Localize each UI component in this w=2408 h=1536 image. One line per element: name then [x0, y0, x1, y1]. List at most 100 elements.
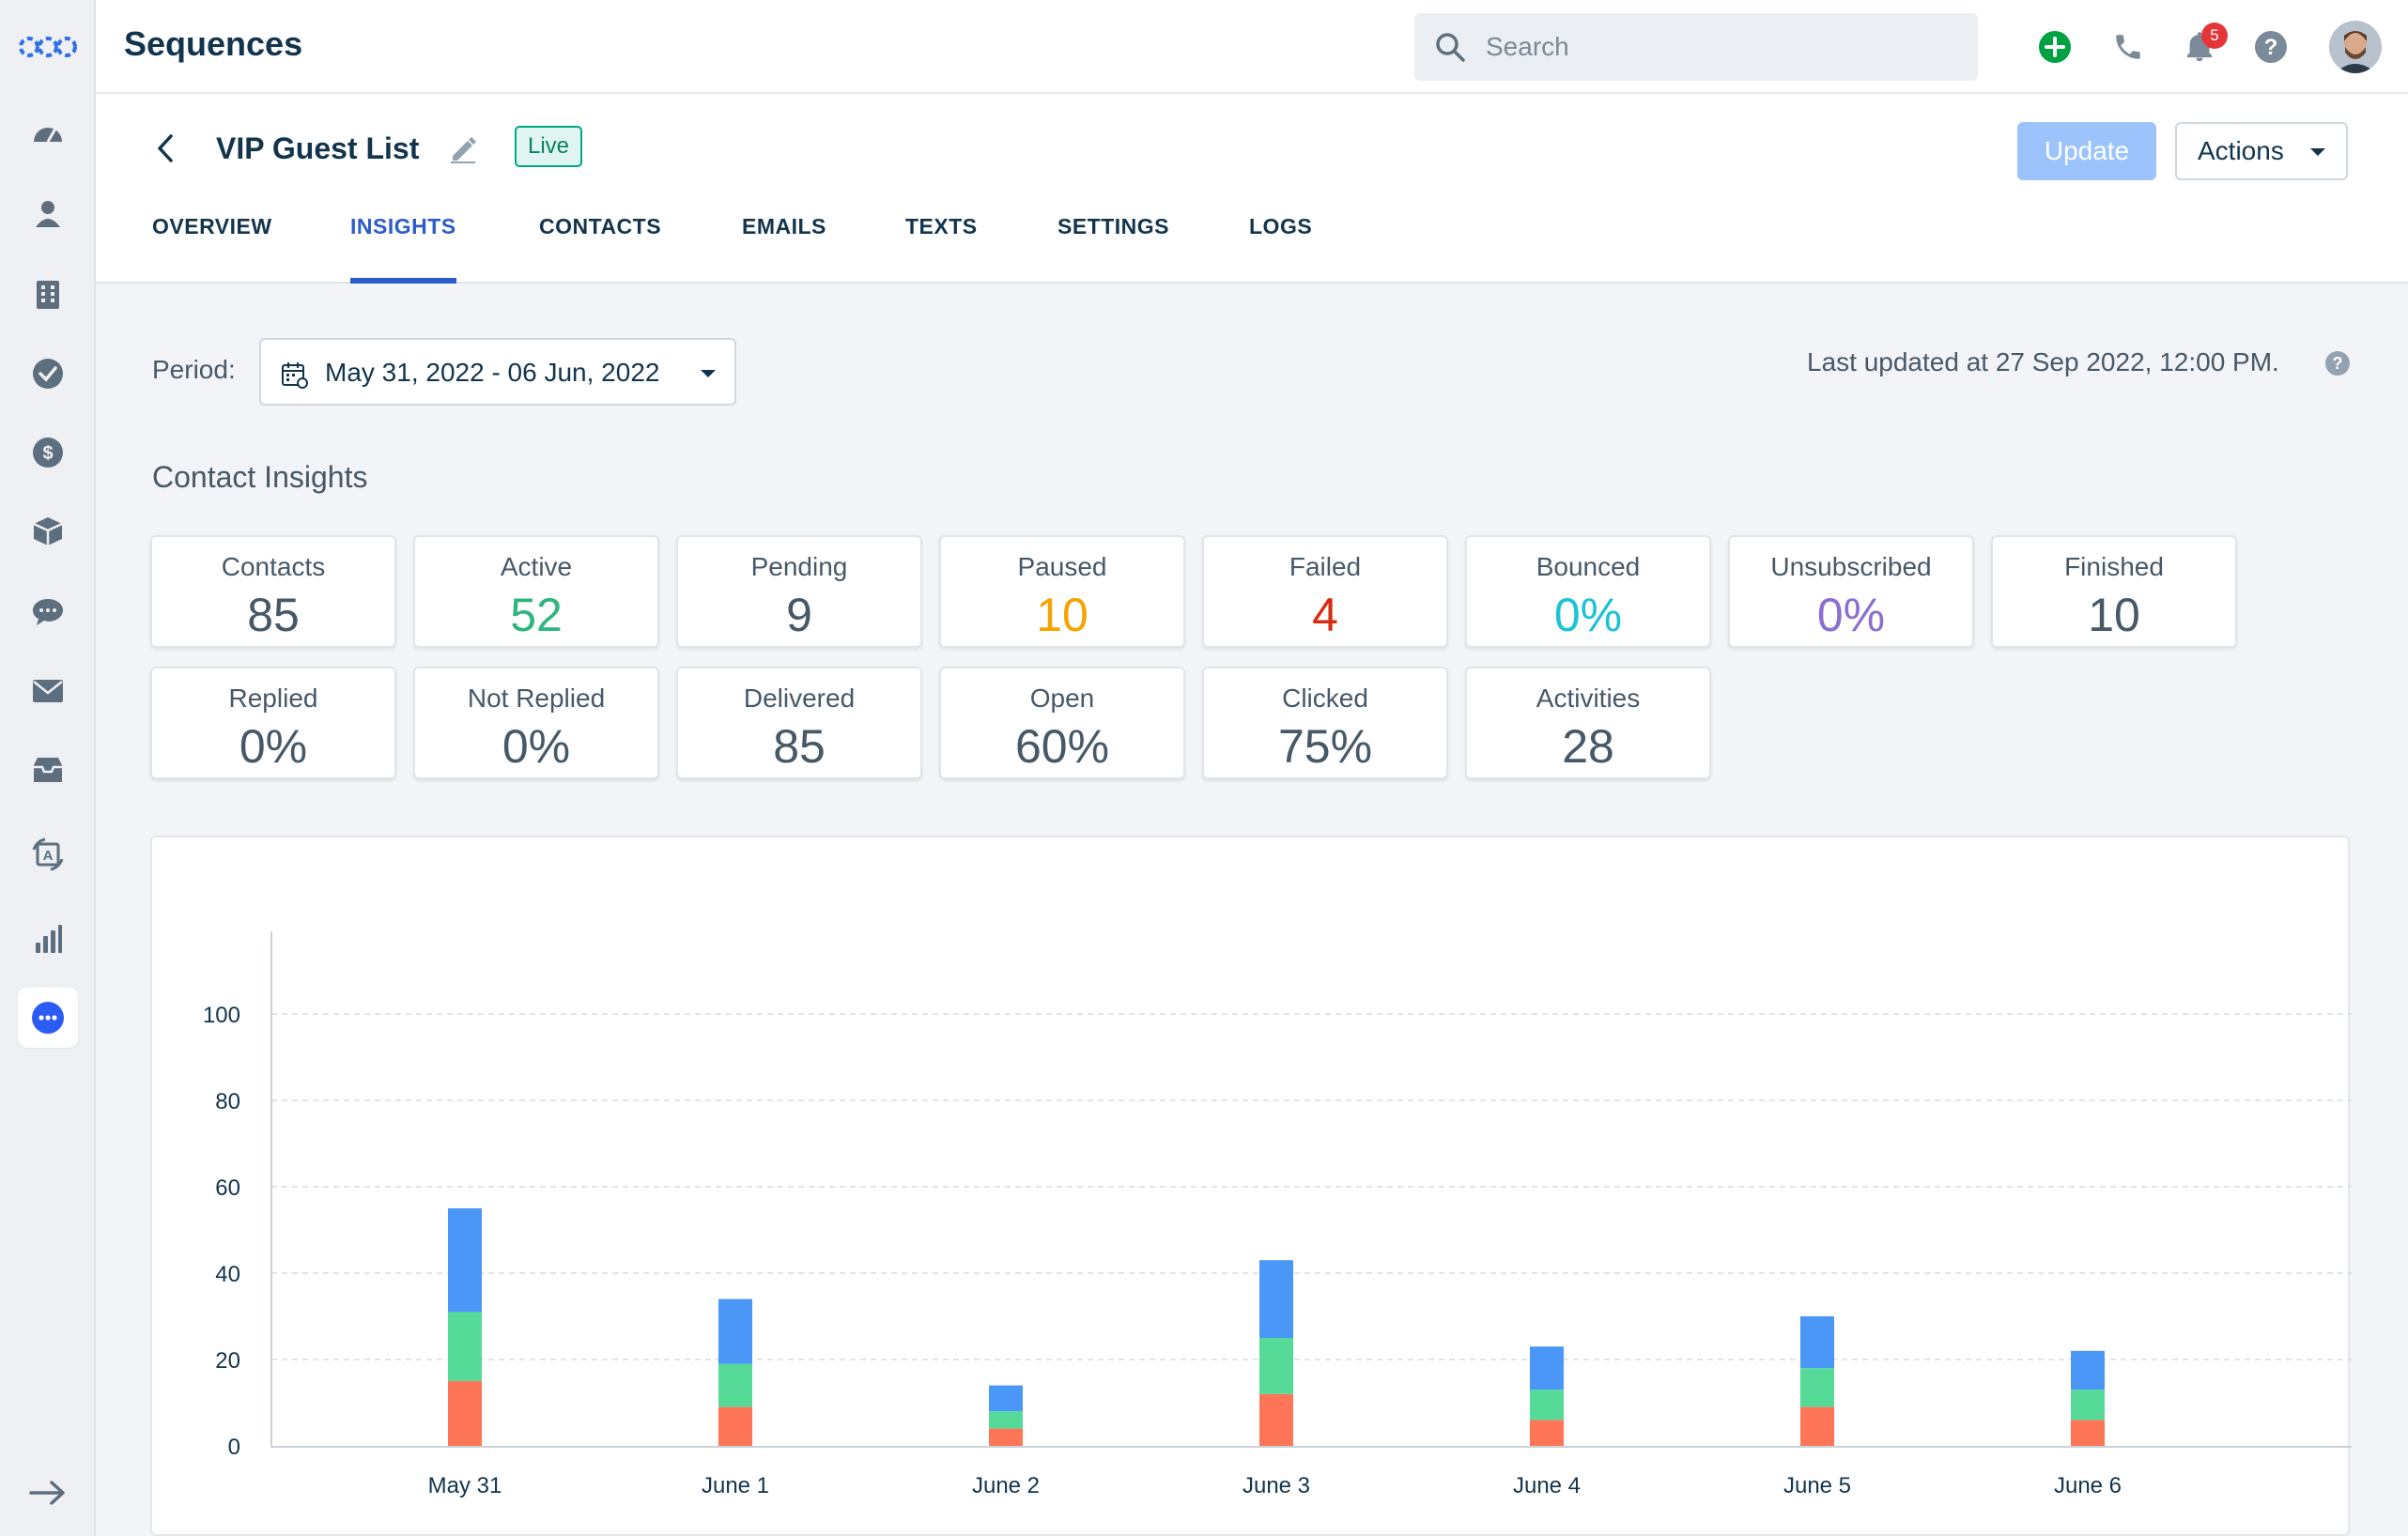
x-tick-label: June 1: [702, 1473, 769, 1498]
insight-card-label: Active: [500, 552, 573, 581]
help-icon[interactable]: ?: [2248, 24, 2293, 69]
insight-card-value: 85: [773, 720, 826, 773]
insight-card-value: 4: [1312, 589, 1338, 641]
search-input[interactable]: [1486, 13, 1955, 81]
svg-text:$: $: [42, 443, 53, 464]
chart-bar-segment: [1800, 1368, 1834, 1407]
insight-card-label: Paused: [1017, 552, 1107, 581]
more-icon[interactable]: [18, 988, 78, 1048]
insight-card-label: Pending: [750, 552, 848, 581]
insight-card[interactable]: Bounced 0%: [1465, 535, 1711, 648]
period-date-picker[interactable]: May 31, 2022 - 06 Jun, 2022: [259, 338, 736, 406]
insight-card-label: Failed: [1289, 552, 1362, 581]
insight-card[interactable]: Clicked 75%: [1202, 667, 1448, 779]
insight-card[interactable]: Replied 0%: [150, 667, 396, 779]
tab-overview[interactable]: OVERVIEW: [152, 214, 272, 238]
x-tick-label: June 2: [972, 1473, 1040, 1498]
calendar-icon: [280, 361, 308, 393]
x-tick-label: June 5: [1783, 1473, 1851, 1498]
y-tick-label: 20: [215, 1348, 240, 1374]
y-tick-label: 0: [228, 1435, 240, 1460]
insight-card-label: Activities: [1536, 684, 1641, 713]
chat-icon[interactable]: [25, 590, 70, 635]
insight-card[interactable]: Pending 9: [676, 535, 922, 648]
insight-card-value: 0%: [239, 720, 308, 773]
tasks-icon[interactable]: [25, 351, 70, 396]
x-tick-label: May 31: [428, 1473, 502, 1498]
chart-bar-segment: [1259, 1338, 1293, 1394]
bell-icon[interactable]: 5: [2177, 23, 2228, 69]
chart-bar-segment: [989, 1428, 1023, 1446]
insights-chart: 0 20 40 60 80 100 May 31 June 1 June 2 June 3 June…: [150, 836, 2352, 1536]
chart-bar-segment: [1800, 1316, 1834, 1369]
tab-emails[interactable]: EMAILS: [742, 214, 826, 238]
reports-icon[interactable]: [25, 916, 70, 961]
insight-card[interactable]: Failed 4: [1202, 535, 1448, 648]
svg-text:A: A: [43, 848, 54, 864]
sequences-icon[interactable]: A: [25, 832, 70, 877]
sequence-name: VIP Guest List: [216, 131, 420, 165]
chart-bar-segment: [1530, 1346, 1564, 1390]
y-tick-label: 100: [203, 1003, 240, 1028]
app-title: Sequences: [124, 24, 303, 63]
insight-card[interactable]: Unsubscribed 0%: [1728, 535, 1974, 648]
insight-card-label: Finished: [2064, 552, 2164, 581]
actions-button[interactable]: Actions: [2175, 122, 2348, 180]
dashboard-icon[interactable]: [25, 109, 70, 154]
notification-badge: 5: [2201, 23, 2228, 49]
x-tick-label: June 4: [1513, 1473, 1581, 1498]
insight-card-value: 60%: [1014, 720, 1110, 773]
insight-card[interactable]: Paused 10: [939, 535, 1185, 648]
insight-card[interactable]: Not Replied 0%: [413, 667, 659, 779]
phone-icon[interactable]: [2106, 24, 2151, 69]
accounts-icon[interactable]: [25, 272, 70, 317]
chart-bar-segment: [718, 1406, 752, 1446]
chart-bar-segment: [989, 1385, 1023, 1412]
chart-bar-segment: [1530, 1420, 1564, 1446]
insight-card-value: 10: [2088, 589, 2140, 641]
insight-card[interactable]: Delivered 85: [676, 667, 922, 779]
insight-card-label: Delivered: [743, 684, 856, 713]
chart-bar-segment: [1259, 1393, 1293, 1446]
insight-card[interactable]: Open 60%: [939, 667, 1185, 779]
insight-card-value: 0%: [502, 720, 571, 773]
tab-insights[interactable]: INSIGHTS: [350, 214, 456, 284]
tab-logs[interactable]: LOGS: [1249, 214, 1313, 238]
edit-icon[interactable]: [447, 133, 479, 170]
tab-texts[interactable]: TEXTS: [905, 214, 978, 238]
back-button[interactable]: [147, 130, 184, 167]
tab-settings[interactable]: SETTINGS: [1057, 214, 1170, 238]
update-button[interactable]: Update: [2017, 122, 2156, 180]
chart-bar-segment: [2071, 1390, 2105, 1421]
insight-card-value: 9: [786, 589, 812, 641]
app-logo[interactable]: [16, 28, 80, 66]
chevron-down-icon: [2310, 148, 2325, 156]
insight-card[interactable]: Finished 10: [1991, 535, 2237, 648]
contacts-icon[interactable]: [25, 192, 70, 237]
email-icon[interactable]: [25, 668, 70, 714]
actions-button-label: Actions: [2198, 136, 2284, 165]
sidebar: $ A: [0, 0, 96, 1536]
search-box[interactable]: [1414, 13, 1978, 81]
tab-contacts[interactable]: CONTACTS: [539, 214, 662, 238]
y-tick-label: 60: [215, 1175, 240, 1201]
arrow-right-icon[interactable]: [25, 1470, 70, 1515]
insight-card-value: 28: [1562, 720, 1614, 773]
insight-card[interactable]: Activities 28: [1465, 667, 1711, 779]
add-icon[interactable]: [2032, 24, 2077, 69]
deals-icon[interactable]: $: [25, 430, 70, 475]
period-value: May 31, 2022 - 06 Jun, 2022: [325, 358, 660, 387]
y-tick-label: 80: [215, 1089, 240, 1114]
chart-bar-segment: [1530, 1390, 1564, 1421]
chart-bar-segment: [718, 1298, 752, 1364]
help-icon[interactable]: ?: [2325, 351, 2350, 376]
insight-card[interactable]: Contacts 85: [150, 535, 396, 648]
insight-card[interactable]: Active 52: [413, 535, 659, 648]
chart-bar-segment: [718, 1363, 752, 1407]
insight-card-label: Contacts: [221, 552, 326, 581]
insight-card-value: 75%: [1277, 720, 1373, 773]
avatar[interactable]: [2329, 21, 2382, 73]
products-icon[interactable]: [25, 509, 70, 554]
chart-bar-segment: [448, 1312, 482, 1381]
inbox-icon[interactable]: [25, 747, 70, 792]
